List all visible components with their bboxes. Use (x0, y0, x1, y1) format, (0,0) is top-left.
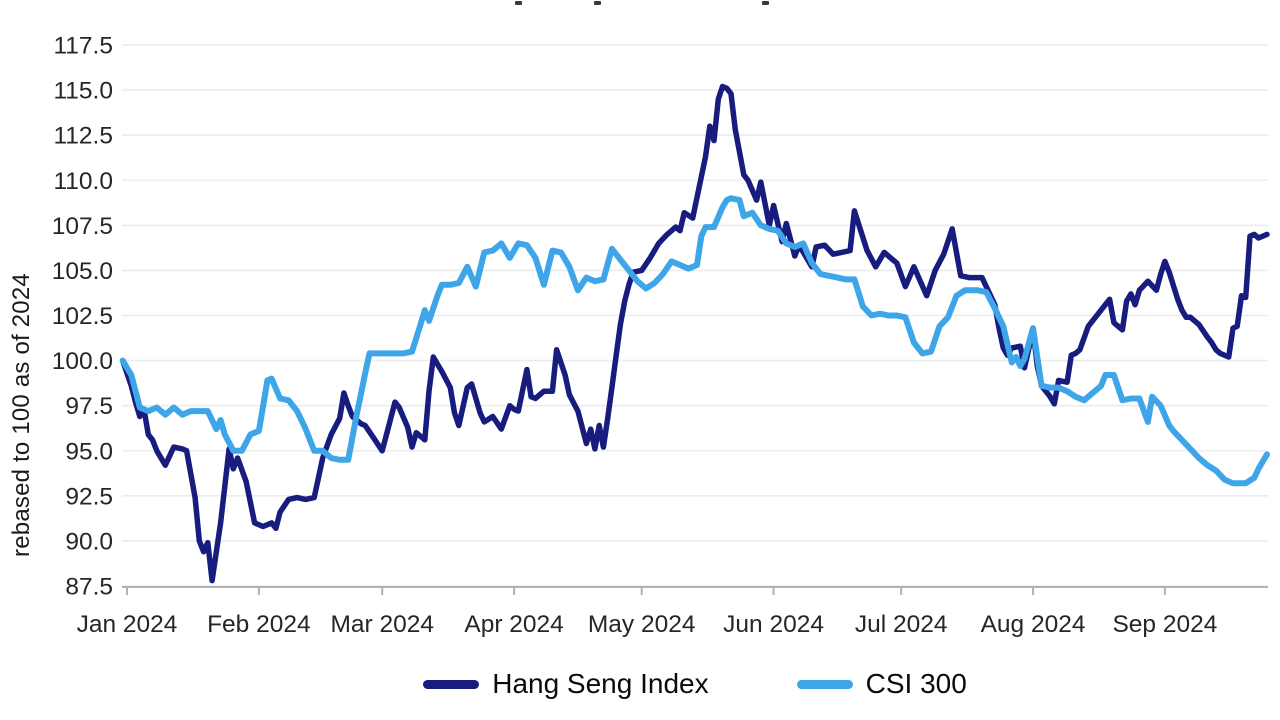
hang-seng-line-swatch-icon (423, 679, 480, 689)
x-tick-label: Apr 2024 (464, 611, 563, 638)
series-line-csi-300 (119, 195, 1270, 487)
x-tick-label: Mar 2024 (330, 611, 434, 638)
y-tick-label: 105.0 (52, 258, 113, 285)
x-tick-label: Feb 2024 (207, 611, 311, 638)
y-tick-label: 102.5 (52, 303, 113, 330)
legend-label-csi-300: CSI 300 (865, 668, 967, 699)
cropped-title-fragment (515, 1, 522, 5)
x-tick-label: Jan 2024 (77, 611, 178, 638)
x-tick-label: Sep 2024 (1112, 611, 1217, 638)
y-tick-label: 117.5 (54, 33, 114, 60)
series-line-hang-seng-index (119, 83, 1270, 584)
y-tick-label: 107.5 (52, 213, 113, 240)
chart-legend: Hang Seng Index CSI 300 (122, 668, 1268, 700)
cropped-title-fragment (762, 1, 769, 5)
y-tick-label: 112.5 (54, 123, 114, 150)
legend-label-hang-seng: Hang Seng Index (492, 668, 709, 699)
cropped-title-fragment (594, 1, 601, 5)
y-tick-label: 97.5 (65, 393, 113, 420)
y-tick-label: 115.0 (54, 78, 114, 105)
legend-item-csi-300: CSI 300 (796, 668, 967, 700)
x-tick-label: May 2024 (588, 611, 696, 638)
x-tick-label: Jun 2024 (723, 611, 824, 638)
y-axis-title: rebased to 100 as of 2024 (8, 273, 35, 557)
x-tick-label: Jul 2024 (855, 611, 948, 638)
y-tick-label: 110.0 (54, 168, 114, 195)
csi-300-line-swatch-icon (796, 679, 853, 689)
y-tick-label: 92.5 (65, 483, 113, 510)
y-tick-label: 100.0 (52, 348, 113, 375)
legend-item-hang-seng: Hang Seng Index (423, 668, 709, 700)
y-tick-label: 90.0 (65, 528, 113, 555)
x-tick-label: Aug 2024 (981, 611, 1086, 638)
y-tick-label: 95.0 (65, 438, 113, 465)
y-tick-label: 87.5 (65, 574, 113, 601)
